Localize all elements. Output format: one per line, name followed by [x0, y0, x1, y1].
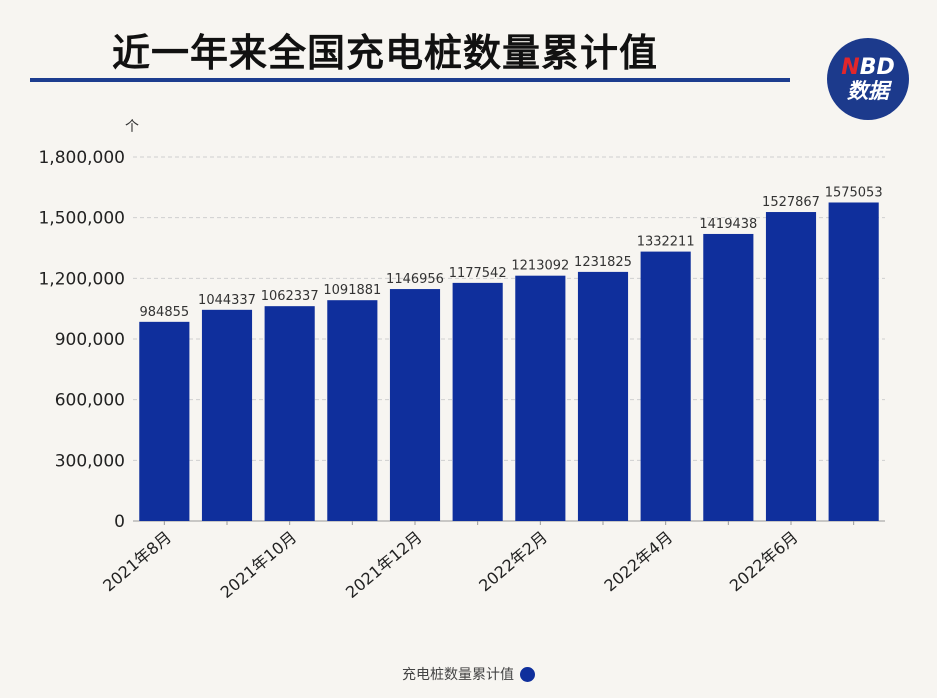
- data-label: 1146956: [386, 272, 444, 287]
- legend-label: 充电桩数量累计值: [402, 667, 514, 683]
- bar: [327, 300, 378, 521]
- bar: [389, 289, 441, 521]
- data-label: 1062337: [261, 289, 319, 304]
- logo-top: NBD: [841, 56, 894, 79]
- title-underline: [30, 78, 790, 82]
- y-tick-label: 900,000: [55, 330, 125, 350]
- x-tick-label: 2022年2月: [475, 528, 551, 596]
- data-label: 1091881: [323, 283, 381, 298]
- bar: [703, 233, 754, 521]
- bar: [577, 271, 629, 521]
- data-label: 1575053: [825, 185, 883, 200]
- page-title: 近一年来全国充电桩数量累计值: [112, 31, 659, 75]
- y-tick-label: 0: [114, 512, 125, 532]
- x-tick-label: 2021年12月: [342, 528, 426, 602]
- bar: [452, 282, 503, 521]
- legend-marker-icon: [520, 666, 535, 682]
- x-tick-label: 2022年6月: [726, 528, 802, 596]
- data-label: 1231825: [574, 255, 632, 270]
- logo-bottom: 数据: [847, 78, 889, 103]
- y-tick-label: 1,200,000: [38, 269, 125, 289]
- bar: [765, 212, 817, 521]
- y-tick-label: 1,800,000: [38, 148, 125, 168]
- y-tick-label: 300,000: [55, 451, 125, 471]
- x-tick-label: 2022年4月: [601, 528, 677, 596]
- y-tick-label: 600,000: [55, 391, 125, 411]
- x-tick-label: 2021年8月: [99, 528, 175, 596]
- data-label: 1213092: [511, 259, 569, 274]
- y-axis-unit: 个: [125, 119, 139, 135]
- bar: [828, 202, 879, 521]
- chart-legend[interactable]: 充电桩数量累计值: [0, 664, 937, 684]
- data-label: 1044337: [198, 293, 256, 308]
- logo-n: N: [841, 55, 860, 81]
- logo-bd: BD: [859, 55, 895, 81]
- data-label: 1332211: [637, 235, 695, 250]
- data-label: 1177542: [449, 266, 507, 281]
- bar: [201, 309, 253, 521]
- bar: [640, 251, 691, 521]
- bar: [264, 306, 315, 521]
- data-label: 1527867: [762, 195, 820, 210]
- data-label: 984855: [140, 305, 190, 320]
- bar: [515, 275, 566, 521]
- nbd-logo: NBD 数据: [827, 38, 909, 120]
- bar: [139, 321, 190, 521]
- x-tick-label: 2021年10月: [217, 528, 301, 602]
- y-tick-label: 1,500,000: [38, 209, 125, 229]
- data-label: 1419438: [699, 217, 757, 232]
